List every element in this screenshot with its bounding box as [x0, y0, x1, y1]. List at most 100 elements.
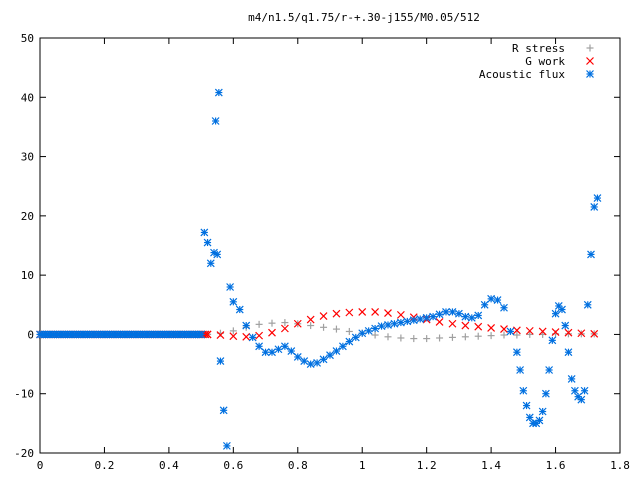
data-point [332, 347, 341, 355]
x-tick-label: 1.8 [610, 459, 630, 472]
data-point [384, 309, 392, 318]
data-point [416, 315, 425, 323]
data-point [422, 313, 431, 322]
data-point [448, 333, 456, 341]
data-point [229, 327, 237, 335]
data-point [200, 228, 209, 237]
data-point [384, 333, 392, 341]
data-point [480, 300, 489, 309]
x-tick-label: 0.6 [223, 459, 243, 472]
data-point [345, 308, 354, 317]
legend-marker [586, 57, 594, 65]
x-tick-label: 1.6 [546, 459, 566, 472]
y-tick-label: -10 [14, 388, 34, 401]
series-acoustic-flux [36, 88, 602, 450]
data-point [390, 319, 399, 328]
data-point [345, 337, 354, 346]
data-point [525, 326, 534, 335]
data-point [435, 310, 444, 319]
data-point [409, 316, 418, 325]
data-point [274, 345, 283, 354]
y-tick-label: 0 [27, 328, 34, 341]
data-point [500, 325, 508, 334]
data-point [332, 325, 340, 333]
y-tick-label: -20 [14, 447, 34, 460]
data-point [487, 332, 495, 340]
data-point [255, 320, 263, 328]
data-point [332, 309, 341, 318]
data-point [551, 309, 560, 318]
data-point [403, 317, 412, 326]
data-point [319, 355, 328, 364]
y-tick-label: 50 [21, 32, 34, 45]
data-point [213, 250, 222, 259]
data-point [551, 328, 560, 336]
data-point [548, 336, 557, 345]
data-point [580, 386, 589, 395]
data-point [307, 322, 315, 330]
data-point [371, 331, 379, 339]
data-point [255, 331, 264, 340]
x-tick-label: 1.4 [481, 459, 501, 472]
data-point [448, 307, 457, 316]
data-point [593, 194, 602, 202]
data-point [590, 203, 599, 211]
legend-label: R stress [512, 42, 565, 55]
data-point [222, 441, 231, 450]
x-tick-label: 0.2 [95, 459, 115, 472]
data-point [435, 318, 444, 326]
data-point [493, 296, 502, 304]
data-point [397, 334, 405, 342]
data-point [371, 324, 380, 333]
data-point [229, 332, 238, 341]
data-point [358, 307, 367, 316]
data-point [242, 332, 251, 341]
data-point [219, 406, 228, 415]
plot-area [36, 88, 602, 450]
data-point [538, 407, 547, 416]
data-point [522, 401, 531, 410]
y-tick-label: 30 [21, 151, 34, 164]
data-point [487, 294, 496, 303]
data-point [577, 395, 586, 404]
data-point [206, 259, 215, 268]
data-point [203, 238, 212, 247]
data-point [396, 318, 405, 327]
data-point [214, 88, 223, 97]
chart-title: m4/n1.5/q1.75/r-+.30-j155/M0.05/512 [248, 11, 480, 24]
data-point [519, 386, 528, 395]
data-point [513, 331, 521, 339]
data-point [338, 342, 347, 351]
data-point [320, 323, 328, 331]
data-point [429, 312, 438, 321]
data-point [564, 330, 572, 338]
data-point [211, 117, 220, 125]
data-point [281, 319, 289, 327]
data-point [268, 348, 276, 357]
data-point [268, 328, 276, 337]
data-point [280, 324, 289, 333]
data-point [364, 326, 373, 335]
data-point [474, 322, 483, 331]
data-point [313, 358, 322, 367]
data-point [242, 321, 251, 330]
data-point [474, 311, 483, 320]
data-point [300, 357, 309, 366]
legend-marker [586, 70, 594, 78]
data-point [396, 310, 405, 319]
legend-label: Acoustic flux [479, 68, 565, 81]
data-point [474, 332, 482, 340]
data-point [410, 335, 418, 343]
data-point [371, 307, 380, 316]
data-point [577, 329, 586, 338]
y-tick-label: 10 [21, 269, 34, 282]
data-point [226, 283, 235, 291]
data-point [526, 330, 534, 338]
data-point [229, 297, 238, 306]
data-point [567, 374, 576, 383]
data-point [561, 321, 570, 330]
data-point [306, 360, 315, 368]
data-point [467, 313, 476, 322]
